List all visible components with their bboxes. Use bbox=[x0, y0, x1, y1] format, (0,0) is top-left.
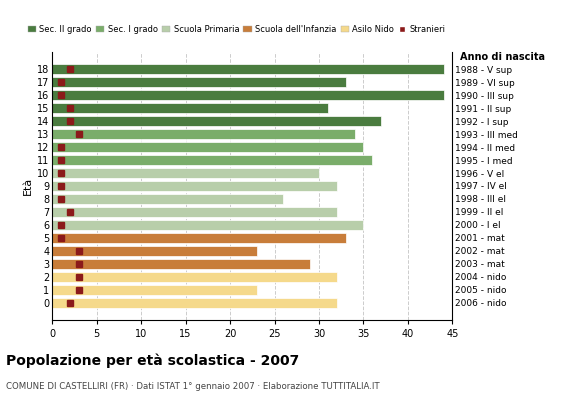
Bar bbox=[52, 129, 354, 139]
Bar bbox=[52, 207, 337, 217]
Bar bbox=[52, 90, 444, 100]
Bar bbox=[52, 142, 364, 152]
Text: Popolazione per età scolastica - 2007: Popolazione per età scolastica - 2007 bbox=[6, 354, 299, 368]
Bar bbox=[52, 246, 257, 256]
Bar bbox=[52, 64, 444, 74]
Bar bbox=[52, 155, 372, 165]
Text: Anno di nascita: Anno di nascita bbox=[461, 52, 545, 62]
Bar bbox=[52, 220, 364, 230]
Bar bbox=[52, 285, 257, 295]
Bar bbox=[52, 168, 319, 178]
Bar bbox=[52, 233, 346, 243]
Bar bbox=[52, 181, 337, 191]
Bar bbox=[52, 77, 346, 87]
Bar bbox=[52, 103, 328, 113]
Legend: Sec. II grado, Sec. I grado, Scuola Primaria, Scuola dell'Infanzia, Asilo Nido, : Sec. II grado, Sec. I grado, Scuola Prim… bbox=[24, 21, 450, 37]
Y-axis label: Età: Età bbox=[23, 177, 33, 195]
Text: COMUNE DI CASTELLIRI (FR) · Dati ISTAT 1° gennaio 2007 · Elaborazione TUTTITALIA: COMUNE DI CASTELLIRI (FR) · Dati ISTAT 1… bbox=[6, 382, 379, 391]
Bar bbox=[52, 116, 381, 126]
Bar bbox=[52, 298, 337, 308]
Bar bbox=[52, 259, 310, 269]
Bar bbox=[52, 194, 284, 204]
Bar bbox=[52, 272, 337, 282]
